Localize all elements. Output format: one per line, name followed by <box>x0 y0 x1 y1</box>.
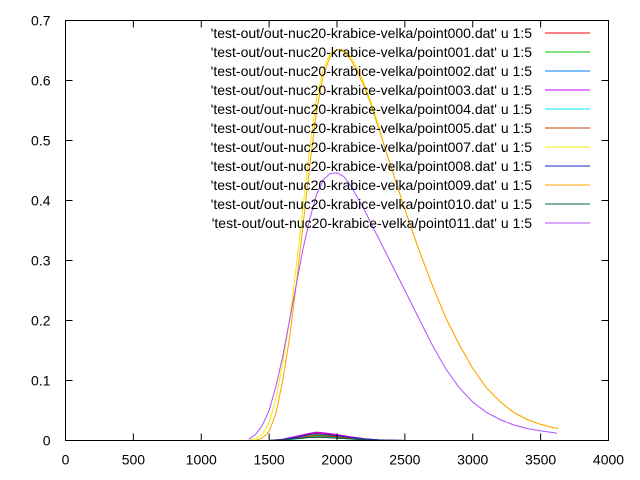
x-tick-label: 3000 <box>457 452 488 468</box>
x-tick-label: 500 <box>122 452 146 468</box>
y-tick-label: 0.4 <box>31 193 51 209</box>
legend-label: 'test-out/out-nuc20-krabice-velka/point0… <box>211 44 533 60</box>
series-line-10 <box>248 172 558 440</box>
legend-label: 'test-out/out-nuc20-krabice-velka/point0… <box>211 158 533 174</box>
series-line-8 <box>255 48 559 441</box>
y-tick-label: 0.1 <box>31 373 51 389</box>
x-tick-label: 3500 <box>525 452 556 468</box>
axis-layer: 0 500 1000 1500 2000 2500 3000 3500 4000 0 0.1 0.2 0… <box>31 13 624 468</box>
legend-label: 'test-out/out-nuc20-krabice-velka/point0… <box>211 196 533 212</box>
legend-label: 'test-out/out-nuc20-krabice-velka/point0… <box>211 25 533 41</box>
legend-label: 'test-out/out-nuc20-krabice-velka/point0… <box>211 82 533 98</box>
x-tick-label: 2500 <box>389 452 420 468</box>
legend-label: 'test-out/out-nuc20-krabice-velka/point0… <box>211 120 533 136</box>
legend: 'test-out/out-nuc20-krabice-velka/point0… <box>211 25 590 231</box>
series-layer <box>248 48 559 441</box>
legend-label: 'test-out/out-nuc20-krabice-velka/point0… <box>212 215 532 231</box>
y-tick-label: 0 <box>43 433 51 449</box>
legend-label: 'test-out/out-nuc20-krabice-velka/point0… <box>211 101 533 117</box>
legend-label: 'test-out/out-nuc20-krabice-velka/point0… <box>211 177 533 193</box>
x-tick-label: 4000 <box>593 452 624 468</box>
legend-label: 'test-out/out-nuc20-krabice-velka/point0… <box>211 63 533 79</box>
y-tick-label: 0.5 <box>31 133 51 149</box>
y-tick-label: 0.3 <box>31 253 51 269</box>
y-tick-label: 0.2 <box>31 313 51 329</box>
y-tick-label: 0.7 <box>31 13 51 29</box>
y-tick-label: 0.6 <box>31 73 51 89</box>
x-tick-label: 2000 <box>321 452 352 468</box>
x-tick-label: 0 <box>62 452 70 468</box>
legend-label: 'test-out/out-nuc20-krabice-velka/point0… <box>211 139 533 155</box>
x-tick-label: 1000 <box>186 452 217 468</box>
x-tick-label: 1500 <box>254 452 285 468</box>
